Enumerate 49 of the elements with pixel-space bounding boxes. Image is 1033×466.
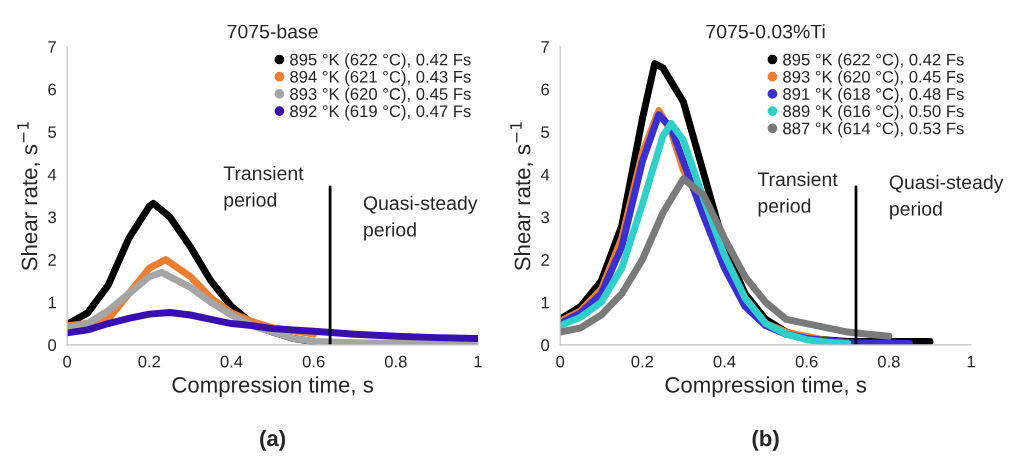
annotation: Transient period bbox=[223, 165, 304, 211]
y-tick-label: 0 bbox=[48, 339, 57, 352]
legend-label: 891 °K (618 °C), 0.48 Fs bbox=[783, 87, 964, 104]
x-axis-title: Compression time, s bbox=[665, 376, 867, 398]
x-tick-label: 1 bbox=[474, 355, 482, 368]
legend-label: 889 °K (616 °C), 0.50 Fs bbox=[783, 104, 964, 121]
y-tick-label: 6 bbox=[48, 83, 56, 96]
legend-label: 893 °K (620 °C), 0.45 Fs bbox=[783, 70, 964, 86]
annotation: Transient period bbox=[757, 171, 838, 217]
x-tick-label: 0 bbox=[556, 355, 565, 368]
text: (a) bbox=[260, 429, 286, 451]
legend-label: 893 °K (620 °C), 0.45 Fs bbox=[290, 87, 471, 104]
y-tick-label: 3 bbox=[541, 211, 550, 224]
y-tick-label: 7 bbox=[541, 41, 549, 53]
x-tick-label: 0 bbox=[63, 355, 72, 368]
legend-label: 894 °K (621 °C), 0.43 Fs bbox=[290, 70, 471, 86]
text: (b) bbox=[752, 429, 779, 451]
x-tick-label: 1 bbox=[967, 355, 975, 368]
x-tick-label: 0.2 bbox=[631, 355, 654, 368]
y-tick-label: 5 bbox=[541, 126, 550, 139]
y-tick-label: 2 bbox=[541, 254, 549, 266]
chart-title: 7075-0.03%Ti bbox=[706, 24, 825, 39]
y-tick-label: 1 bbox=[48, 296, 56, 309]
y-tick-label: 0 bbox=[541, 339, 550, 352]
y-tick-label: 6 bbox=[541, 83, 550, 96]
x-tick-label: 0.6 bbox=[795, 355, 818, 368]
y-tick-label: 1 bbox=[541, 296, 549, 309]
x-tick-label: 0.4 bbox=[713, 355, 736, 368]
y-tick-label: 2 bbox=[48, 254, 56, 266]
y-tick-label: 3 bbox=[48, 211, 56, 224]
x-tick-label: 0.4 bbox=[220, 355, 243, 368]
y-tick-label: 5 bbox=[48, 126, 57, 139]
x-tick-label: 0.8 bbox=[877, 355, 900, 368]
legend-label: 887 °K (614 °C), 0.53 Fs bbox=[783, 122, 964, 138]
legend-label: 895 °K (622 °C), 0.42 Fs bbox=[290, 53, 471, 69]
x-tick-label: 0.2 bbox=[138, 355, 161, 368]
chart-title: 7075-base bbox=[227, 24, 318, 39]
x-tick-label: 0.8 bbox=[384, 355, 407, 368]
y-axis-title: Shear rate, s$^{−1}$ bbox=[510, 122, 534, 271]
y-axis-title: Shear rate, s$^{−1}$ bbox=[17, 122, 40, 271]
y-tick-label: 4 bbox=[540, 168, 550, 181]
x-tick-label: 0.6 bbox=[302, 355, 325, 368]
annotation: Quasi-steady period bbox=[363, 195, 478, 241]
annotation: Quasi-steady period bbox=[889, 174, 1004, 220]
y-tick-label: 7 bbox=[48, 41, 56, 53]
y-tick-label: 4 bbox=[47, 168, 57, 181]
legend-label: 892 °K (619 °C), 0.47 Fs bbox=[290, 104, 471, 121]
legend-label: 895 °K (622 °C), 0.42 Fs bbox=[783, 53, 964, 69]
x-axis-title: Compression time, s bbox=[172, 376, 374, 398]
